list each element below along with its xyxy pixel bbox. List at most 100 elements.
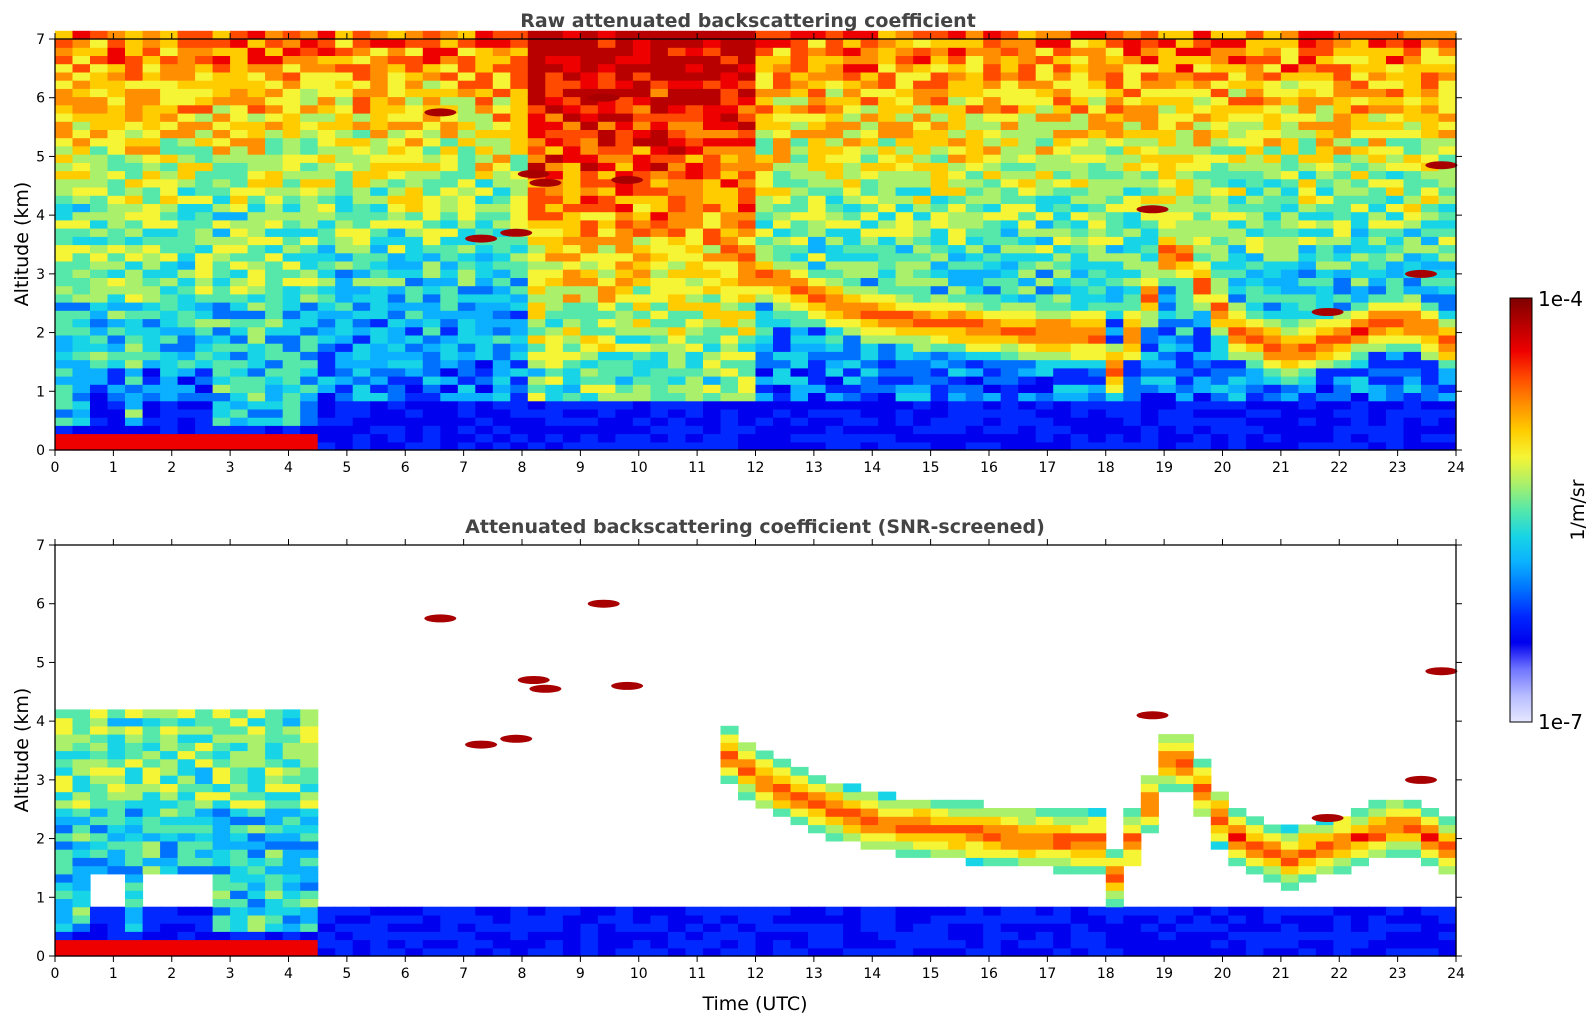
heatmap-cell xyxy=(1228,30,1247,40)
panel-screened-heatmap xyxy=(55,599,1458,957)
heatmap-cell xyxy=(300,783,319,793)
heatmap-cell xyxy=(440,244,459,254)
heatmap-cell xyxy=(422,400,441,410)
heatmap-cell xyxy=(790,343,809,352)
heatmap-cell xyxy=(1105,285,1124,295)
heatmap-cell xyxy=(1368,63,1387,73)
heatmap-cell xyxy=(562,47,581,56)
heatmap-cell xyxy=(825,931,844,941)
heatmap-cell xyxy=(125,376,144,385)
heatmap-cell xyxy=(1403,376,1422,385)
heatmap-cell xyxy=(352,914,371,924)
heatmap-cell xyxy=(247,857,266,867)
heatmap-cell xyxy=(913,906,932,916)
heatmap-cell xyxy=(738,63,757,73)
heatmap-cell xyxy=(510,195,529,204)
heatmap-cell xyxy=(1070,269,1089,278)
heatmap-cell xyxy=(580,170,599,180)
heatmap-cell xyxy=(545,417,564,426)
heatmap-cell xyxy=(1175,170,1194,180)
heatmap-cell xyxy=(195,80,214,89)
heatmap-cell xyxy=(422,367,441,377)
heatmap-cell xyxy=(55,947,74,957)
heatmap-cell xyxy=(177,178,196,188)
heatmap-cell xyxy=(580,96,599,106)
heatmap-cell xyxy=(1000,113,1019,122)
heatmap-cell xyxy=(790,211,809,221)
heatmap-cell xyxy=(930,947,949,957)
heatmap-cell xyxy=(125,145,144,155)
heatmap-cell xyxy=(1280,310,1299,320)
heatmap-cell xyxy=(825,791,844,801)
heatmap-cell xyxy=(1193,384,1212,393)
heatmap-cell xyxy=(1210,400,1229,410)
heatmap-cell xyxy=(720,236,739,246)
heatmap-cell xyxy=(282,121,301,130)
heatmap-cell xyxy=(177,783,196,793)
heatmap-cell xyxy=(352,104,371,114)
heatmap-cell xyxy=(1193,359,1212,369)
heatmap-cell xyxy=(440,441,459,451)
heatmap-cell xyxy=(1438,154,1457,163)
heatmap-cell xyxy=(160,947,179,957)
heatmap-cell xyxy=(1245,260,1264,270)
heatmap-cell xyxy=(930,129,949,139)
heatmap-cell xyxy=(1403,351,1422,361)
heatmap-cell xyxy=(492,392,511,402)
heatmap-cell xyxy=(247,890,266,899)
heatmap-cell xyxy=(1368,145,1387,155)
heatmap-cell xyxy=(335,129,354,139)
heatmap-cell xyxy=(55,417,74,426)
heatmap-cell xyxy=(1018,832,1037,842)
heatmap-cell xyxy=(282,326,301,336)
heatmap-cell xyxy=(913,939,932,949)
heatmap-cell xyxy=(527,931,546,941)
heatmap-cell xyxy=(527,343,546,352)
heatmap-cell xyxy=(667,392,686,402)
heatmap-cell xyxy=(1245,252,1264,262)
heatmap-cell xyxy=(72,734,91,743)
heatmap-cell xyxy=(475,425,494,435)
heatmap-cell xyxy=(703,121,722,130)
heatmap-cell xyxy=(703,55,722,65)
heatmap-cell xyxy=(965,71,984,81)
heatmap-cell xyxy=(352,318,371,328)
heatmap-cell xyxy=(720,725,739,735)
heatmap-cell xyxy=(685,88,704,98)
heatmap-cell xyxy=(1333,154,1352,163)
heatmap-cell xyxy=(300,808,319,817)
heatmap-cell xyxy=(1403,71,1422,81)
heatmap-cell xyxy=(55,162,74,172)
heatmap-cell xyxy=(860,195,879,204)
heatmap-cell xyxy=(808,310,827,320)
heatmap-cell xyxy=(1105,384,1124,393)
heatmap-cell xyxy=(440,252,459,262)
heatmap-cell xyxy=(895,96,914,106)
heatmap-cell xyxy=(160,277,179,287)
heatmap-cell xyxy=(965,923,984,932)
heatmap-cell xyxy=(1315,343,1334,352)
heatmap-cell xyxy=(335,417,354,426)
heatmap-cell xyxy=(1298,293,1317,303)
heatmap-cell xyxy=(983,269,1002,278)
heatmap-cell xyxy=(107,244,126,254)
x-tick-label: 18 xyxy=(1097,460,1115,476)
heatmap-cell xyxy=(265,425,284,435)
heatmap-cell xyxy=(1298,88,1317,98)
heatmap-cell xyxy=(738,334,757,344)
heatmap-cell xyxy=(352,47,371,56)
heatmap-cell xyxy=(335,137,354,147)
heatmap-cell xyxy=(55,113,74,122)
heatmap-cell xyxy=(632,923,651,932)
heatmap-cell xyxy=(562,931,581,941)
heatmap-cell xyxy=(825,187,844,196)
heatmap-cell xyxy=(983,178,1002,188)
heatmap-cell xyxy=(195,376,214,385)
heatmap-cell xyxy=(843,293,862,303)
heatmap-cell xyxy=(370,219,389,229)
heatmap-cell xyxy=(720,417,739,426)
heatmap-cell xyxy=(195,326,214,336)
heatmap-cell xyxy=(247,408,266,418)
heatmap-cell xyxy=(650,195,669,204)
heatmap-cell xyxy=(913,334,932,344)
